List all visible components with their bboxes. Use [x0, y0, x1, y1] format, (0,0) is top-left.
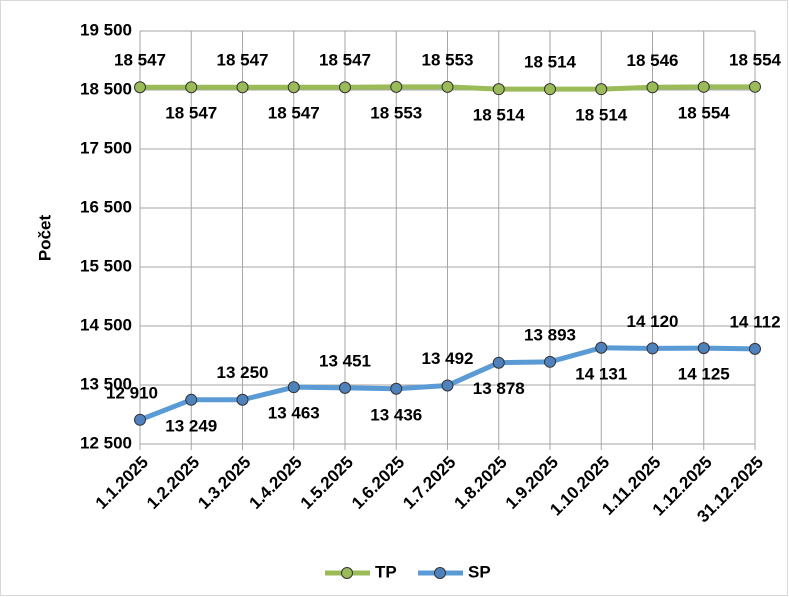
y-tick-label: 18 500 [80, 79, 132, 98]
data-label: 18 547 [217, 51, 269, 70]
y-tick-label: 15 500 [80, 256, 132, 275]
legend-marker [434, 567, 446, 579]
y-tick-label: 14 500 [80, 315, 132, 334]
data-point [544, 83, 556, 96]
data-point [339, 381, 351, 394]
data-label: 18 547 [165, 104, 217, 123]
legend-label: SP [468, 562, 491, 581]
data-point [185, 393, 198, 406]
data-label: 18 553 [370, 103, 422, 122]
data-label: 13 463 [268, 404, 320, 423]
y-tick-label: 12 500 [80, 433, 132, 452]
data-point [390, 382, 403, 395]
data-point [697, 80, 710, 93]
data-point [646, 342, 659, 355]
data-label: 18 514 [473, 106, 526, 125]
legend-marker [341, 567, 353, 579]
data-label: 18 547 [319, 51, 371, 70]
data-point [492, 356, 505, 369]
data-point [236, 393, 249, 406]
data-label: 13 492 [422, 349, 474, 368]
data-point [595, 83, 608, 96]
data-point [749, 80, 761, 93]
data-label: 18 547 [114, 51, 166, 70]
data-label: 18 553 [422, 50, 474, 69]
data-label: 14 112 [729, 312, 780, 331]
data-point [646, 81, 659, 94]
legend-label: TP [375, 562, 397, 581]
data-label: 12 910 [106, 383, 158, 402]
y-tick-label: 13 500 [80, 374, 132, 393]
data-label: 13 436 [370, 405, 422, 424]
data-label: 14 125 [678, 365, 730, 384]
data-point [236, 81, 249, 94]
data-label: 14 131 [575, 364, 627, 383]
data-label: 18 514 [524, 53, 577, 72]
y-axis-label: Počet [35, 215, 54, 262]
y-tick-label: 16 500 [80, 197, 132, 216]
data-point [595, 341, 608, 354]
data-point [441, 379, 454, 392]
data-label: 18 547 [268, 104, 320, 123]
data-point [544, 355, 556, 368]
data-label: 18 554 [729, 50, 782, 69]
data-point [134, 413, 146, 426]
data-point [339, 81, 351, 94]
data-point [287, 81, 300, 94]
data-point [390, 80, 403, 93]
data-label: 14 120 [627, 312, 679, 331]
data-label: 13 249 [165, 416, 217, 435]
data-point [492, 83, 505, 96]
data-point [185, 81, 198, 94]
data-label: 13 451 [319, 351, 371, 370]
data-label: 13 893 [524, 325, 576, 344]
y-tick-label: 19 500 [80, 20, 132, 39]
y-tick-label: 17 500 [80, 138, 132, 157]
data-point [287, 381, 300, 394]
data-label: 13 250 [217, 363, 269, 382]
data-point [134, 81, 146, 94]
data-label: 18 514 [575, 106, 628, 125]
data-label: 13 878 [473, 379, 525, 398]
data-point [749, 342, 761, 355]
data-point [697, 342, 710, 355]
data-point [441, 80, 454, 93]
data-label: 18 546 [627, 51, 679, 70]
data-label: 18 554 [678, 103, 731, 122]
